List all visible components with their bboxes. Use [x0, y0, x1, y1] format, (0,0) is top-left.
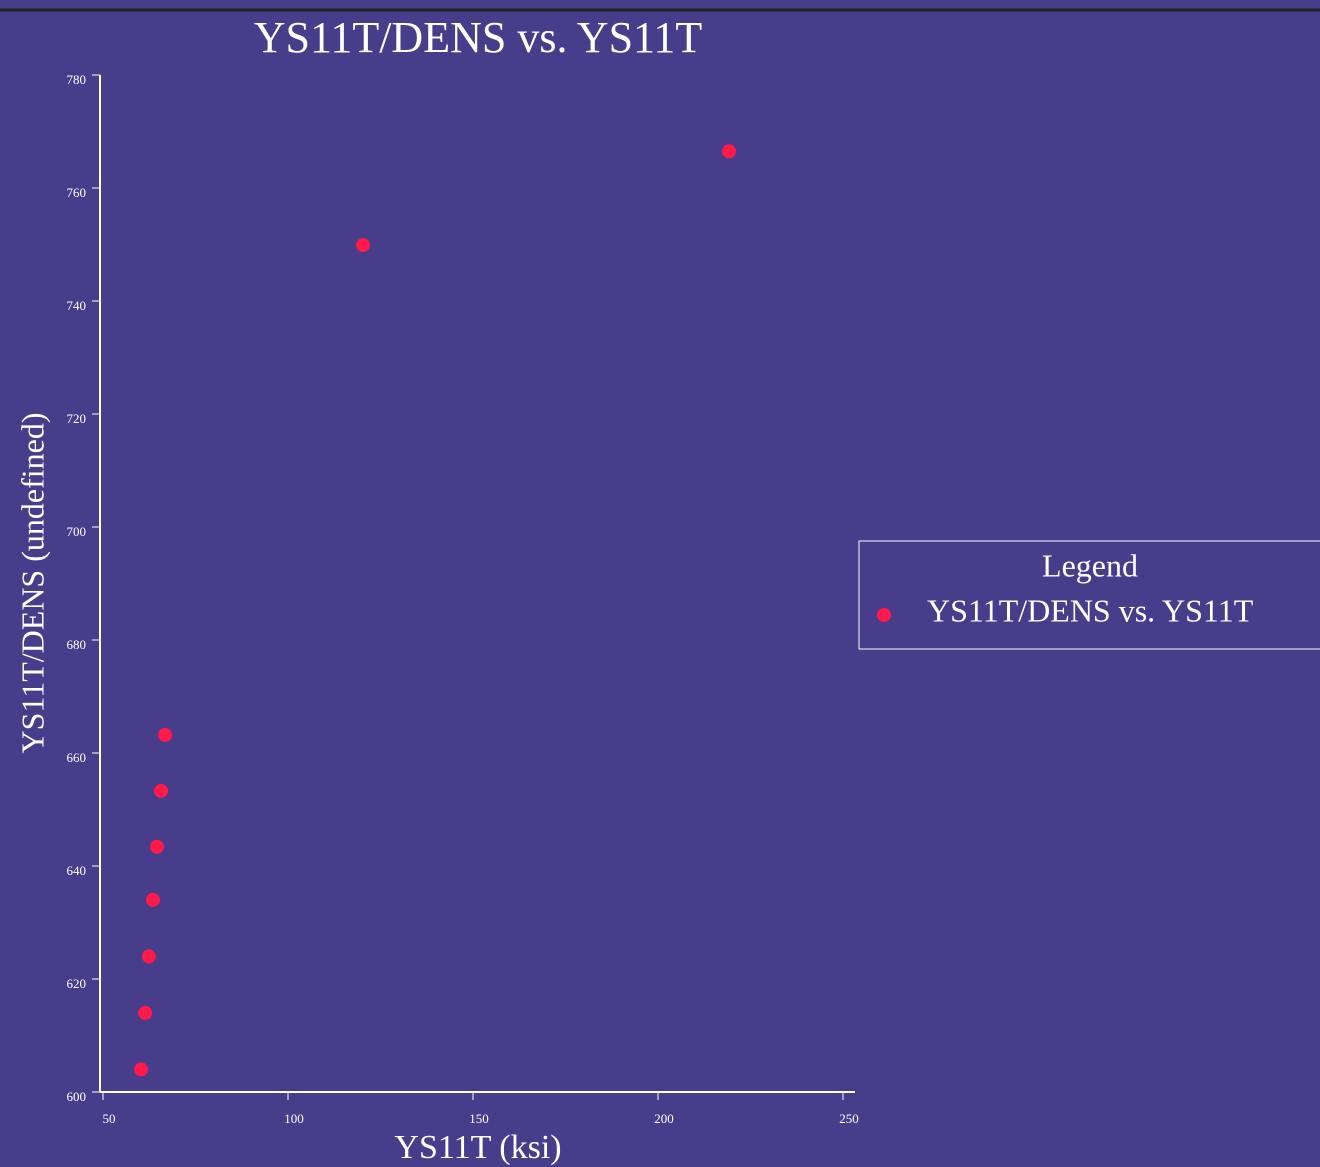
point: [141, 949, 156, 964]
point: [356, 238, 371, 253]
y-tick-label: 660: [67, 750, 87, 765]
point: [158, 727, 173, 742]
x-tick-label: 150: [469, 1111, 489, 1126]
x-tick-label: 250: [839, 1111, 859, 1126]
y-tick-label: 700: [67, 524, 87, 539]
x-tick-label: 50: [103, 1111, 116, 1126]
legend-label: YS11T/DENS vs. YS11T: [927, 592, 1254, 628]
point: [138, 1005, 153, 1020]
point: [145, 892, 160, 907]
y-tick-label: 640: [67, 863, 87, 878]
x-axis-label: YS11T (ksi): [394, 1129, 561, 1166]
y-tick-label: 780: [67, 72, 87, 87]
point: [150, 839, 165, 854]
y-tick-label: 680: [67, 637, 87, 652]
point: [134, 1062, 149, 1077]
x-tick-label: 200: [654, 1111, 674, 1126]
y-tick-label: 760: [67, 185, 87, 200]
legend-box: [858, 540, 1320, 650]
legend-marker: [877, 608, 891, 622]
point: [154, 783, 169, 798]
x-tick-label: 100: [284, 1111, 304, 1126]
point: [722, 144, 737, 159]
y-tick-label: 720: [67, 411, 87, 426]
legend-title: Legend: [1042, 547, 1138, 583]
y-tick-label: 620: [67, 976, 87, 991]
y-tick-label: 600: [67, 1089, 87, 1104]
y-tick-label: 740: [67, 298, 87, 313]
chart-title: YS11T/DENS vs. YS11T: [254, 13, 703, 62]
y-axis-label: YS11T/DENS (undefined): [14, 413, 50, 754]
